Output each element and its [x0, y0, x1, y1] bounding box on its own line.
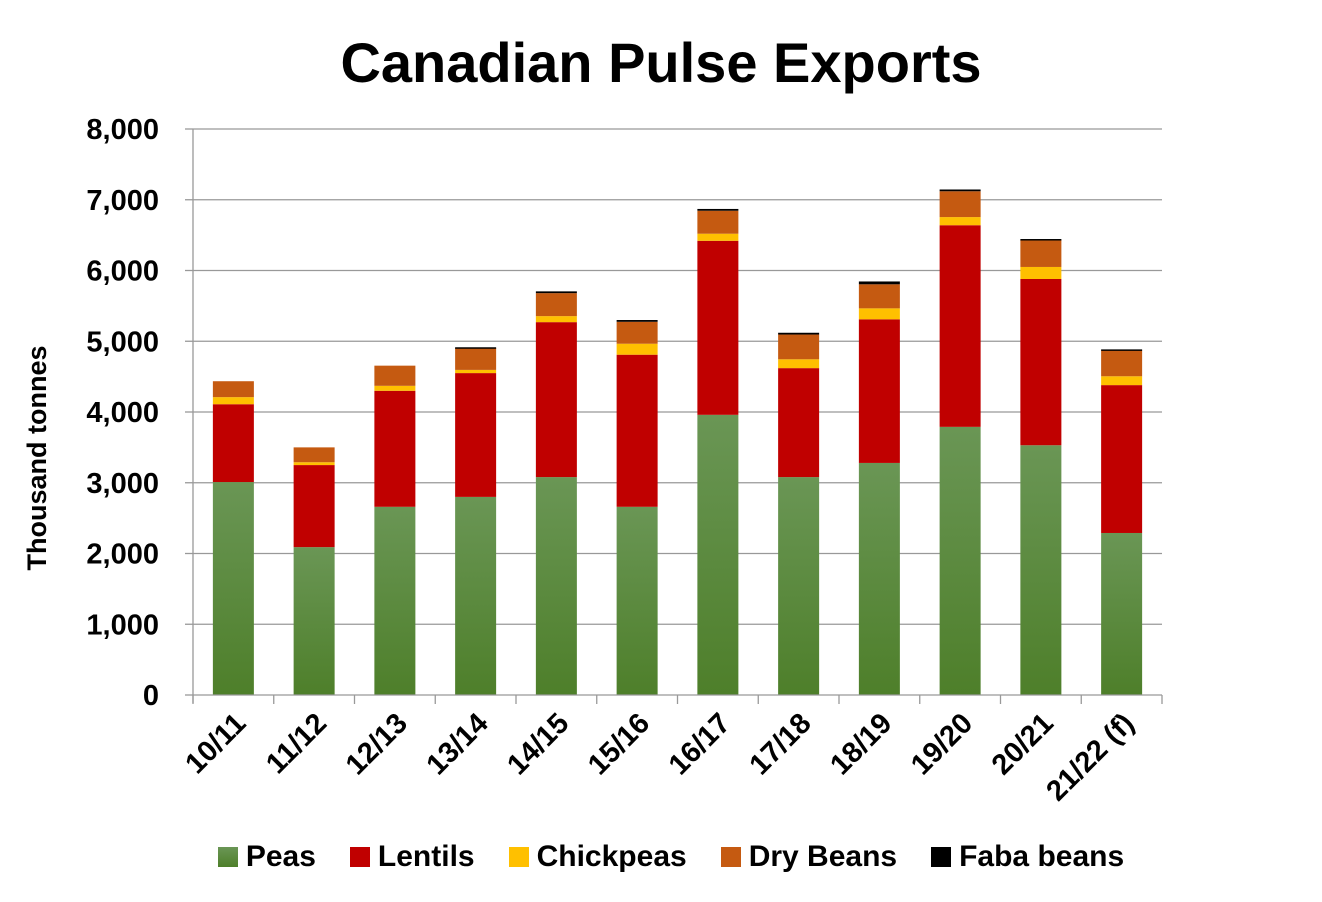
bar-peas	[455, 496, 497, 695]
bar-lentils	[374, 390, 416, 507]
bar-faba-beans	[778, 332, 820, 335]
bar-dry-beans	[374, 365, 416, 386]
legend-item: Dry Beans	[720, 840, 898, 874]
bar-lentils	[858, 319, 900, 463]
bar-dry-beans	[697, 210, 739, 234]
legend-item: Chickpeas	[508, 840, 687, 874]
x-tick-label: 14/15	[501, 707, 575, 781]
bar-faba-beans	[616, 320, 658, 322]
legend-swatch	[349, 847, 370, 867]
bar-chickpeas	[1020, 266, 1062, 279]
x-tick-label: 18/19	[824, 707, 898, 781]
bar-peas	[1101, 532, 1143, 695]
legend-swatch	[217, 847, 238, 867]
bar-dry-beans	[616, 321, 658, 344]
legend-label: Peas	[245, 840, 316, 873]
bar-faba-beans	[697, 208, 739, 211]
y-tick-label: 1,000	[86, 609, 159, 641]
y-tick-label: 6,000	[86, 256, 159, 288]
bar-faba-beans	[1020, 239, 1062, 241]
bar-lentils	[1020, 278, 1062, 446]
x-tick-label: 21/22 (f)	[1040, 707, 1140, 807]
legend-swatch	[720, 847, 741, 867]
bar-dry-beans	[1020, 240, 1062, 267]
y-tick-label: 2,000	[86, 539, 159, 571]
bar-peas	[374, 506, 416, 695]
bar-faba-beans	[939, 189, 981, 192]
y-axis-label: Thousand tonnes	[22, 346, 52, 571]
bar-chickpeas	[455, 369, 497, 374]
bar-lentils	[455, 373, 497, 497]
x-tick-label: 10/11	[180, 707, 253, 780]
bar-lentils	[939, 225, 981, 427]
bar-chickpeas	[535, 316, 577, 323]
bar-dry-beans	[858, 284, 900, 309]
legend: Peas Lentils Chickpeas Dry Beans Faba beans	[0, 840, 1322, 874]
bar-peas	[939, 426, 981, 695]
bar-lentils	[535, 322, 577, 478]
x-tick-label: 19/20	[905, 707, 979, 781]
bar-faba-beans	[858, 281, 900, 285]
bar-dry-beans	[778, 334, 820, 360]
y-tick-label: 3,000	[86, 468, 159, 500]
x-tick-label: 13/14	[421, 707, 495, 781]
bar-chickpeas	[939, 217, 981, 226]
bar-chickpeas	[1101, 376, 1143, 386]
legend-label: Lentils	[377, 840, 475, 873]
x-tick-label: 11/12	[260, 707, 333, 780]
bar-dry-beans	[1101, 350, 1143, 377]
legend-item: Lentils	[349, 840, 475, 874]
bar-chickpeas	[858, 308, 900, 320]
bar-dry-beans	[455, 347, 497, 370]
bar-peas	[858, 462, 900, 695]
legend-swatch	[508, 847, 529, 867]
bar-faba-beans	[1101, 349, 1143, 351]
legend-item: Faba beans	[931, 840, 1124, 874]
bar-peas	[535, 477, 577, 695]
bar-faba-beans	[535, 291, 577, 294]
bar-chickpeas	[293, 462, 335, 466]
x-tick-label: 20/21	[986, 707, 1060, 781]
y-tick-label: 0	[143, 680, 159, 712]
y-tick-label: 5,000	[86, 326, 159, 358]
bar-peas	[293, 547, 335, 695]
bar-lentils	[212, 404, 254, 483]
bar-lentils	[616, 354, 658, 507]
bar-peas	[1020, 445, 1062, 695]
bar-lentils	[697, 240, 739, 415]
bar-peas	[212, 482, 254, 695]
chart-title: Canadian Pulse Exports	[340, 31, 982, 94]
legend-swatch	[931, 847, 952, 867]
legend-label: Faba beans	[959, 840, 1125, 873]
bar-chickpeas	[697, 233, 739, 241]
bar-dry-beans	[535, 293, 577, 317]
bar-peas	[616, 506, 658, 695]
bar-faba-beans	[455, 347, 497, 349]
y-tick-label: 4,000	[86, 397, 159, 429]
x-tick-label: 15/16	[582, 707, 656, 781]
legend-label: Dry Beans	[748, 840, 898, 873]
bar-peas	[697, 414, 739, 695]
bar-lentils	[1101, 385, 1143, 533]
bar-lentils	[778, 368, 820, 478]
x-tick-label: 17/18	[744, 707, 818, 781]
y-tick-label: 8,000	[86, 114, 159, 146]
bar-dry-beans	[212, 381, 254, 398]
bar-dry-beans	[293, 447, 335, 463]
bar-lentils	[293, 465, 335, 548]
bar-peas	[778, 477, 820, 695]
bar-chickpeas	[616, 343, 658, 355]
bar-chickpeas	[778, 359, 820, 369]
bar-chickpeas	[212, 397, 254, 405]
legend-item: Peas	[217, 840, 316, 874]
y-tick-label: 7,000	[86, 185, 159, 217]
bar-chickpeas	[374, 385, 416, 391]
x-tick-label: 12/13	[340, 707, 414, 781]
legend-label: Chickpeas	[536, 840, 687, 873]
x-tick-label: 16/17	[663, 707, 737, 781]
bar-dry-beans	[939, 191, 981, 218]
